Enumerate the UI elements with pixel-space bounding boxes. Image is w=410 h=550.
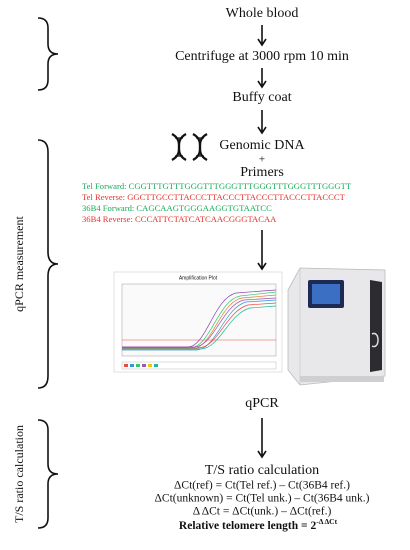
step: Primers [240, 165, 284, 180]
amplification-plot: Amplification Plot [113, 271, 283, 373]
side-label: T/S ratio calculation [12, 425, 26, 523]
primer: 36B4 Reverse: CCCATTCTATCATCAACGGGTACAA [82, 214, 277, 224]
brace [37, 17, 59, 91]
primer: Tel Forward: CGGTTTGTTTGGGTTTGGGTTTGGGTT… [82, 181, 352, 191]
result-label: Relative telomere length = 2 [179, 520, 317, 532]
step: Whole blood [226, 6, 299, 21]
formula: ΔCt(ref) = Ct(Tel ref.) – Ct(36B4 ref.) [174, 480, 350, 492]
plot-title: Amplification Plot [179, 275, 218, 281]
arrows [257, 25, 267, 459]
primer: Tel Reverse: GGCTTGCCTTACCCTTACCCTTACCCT… [82, 192, 346, 202]
qpcr-machine [287, 267, 386, 386]
formula: ΔCt(unknown) = Ct(Tel unk.) – Ct(36B4 un… [155, 493, 370, 505]
brace [37, 139, 59, 389]
primer: 36B4 Forward: CAGCAAGTGGGAAGGTGTAATCC [82, 203, 272, 213]
primers: Tel Forward: CGGTTTGTTTGGGTTTGGGTTTGGGTT… [82, 181, 352, 224]
dna-icon [171, 133, 208, 161]
step: Centrifuge at 3000 rpm 10 min [175, 49, 349, 64]
result-exponent: -Δ ΔCt [316, 517, 337, 526]
brace [37, 419, 59, 529]
step: Buffy coat [232, 90, 291, 105]
side-label: qPCR measurement [12, 216, 26, 312]
step: Genomic DNA [219, 138, 305, 153]
result: Relative telomere length = 2-Δ ΔCt [179, 517, 338, 532]
calc-title: T/S ratio calculation [205, 463, 319, 478]
formula: Δ ΔCt = ΔCt(unk.) – ΔCt(ref.) [193, 506, 332, 518]
step: + [259, 154, 265, 166]
step: qPCR [245, 396, 279, 411]
